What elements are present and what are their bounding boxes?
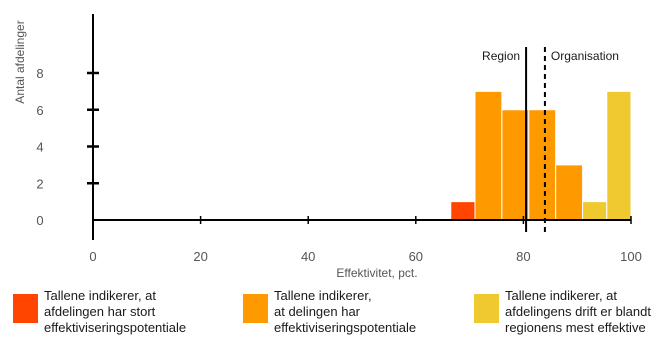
legend-label-large: Tallene indikerer, at afdelingen har sto…	[44, 288, 187, 335]
x-axis-title: Effektivitet, pct.	[336, 266, 417, 280]
bar-1	[474, 90, 503, 221]
x-tick-label-60: 60	[409, 249, 423, 264]
x-tick-label-100: 100	[620, 249, 642, 264]
y-tick-label-8: 8	[36, 66, 43, 81]
y-tick-label-2: 2	[36, 176, 43, 191]
x-tick-label-20: 20	[193, 249, 207, 264]
reference-label-region: Region	[482, 49, 520, 63]
x-tick-label-40: 40	[301, 249, 315, 264]
legend-item-most-efficient: Tallene indikerer, at afdelingens drift …	[474, 288, 651, 336]
x-tick-label-80: 80	[516, 249, 530, 264]
y-axis-title: Antal afdelinger	[13, 20, 27, 103]
bars-group	[450, 90, 632, 221]
y-tick-label-6: 6	[36, 103, 43, 118]
legend-swatch-medium	[243, 294, 268, 323]
bar-4	[555, 164, 584, 221]
bar-6	[606, 90, 632, 221]
legend-swatch-large	[13, 294, 38, 323]
legend-swatch-efficient	[474, 294, 499, 323]
bar-5	[582, 201, 608, 221]
bar-2	[501, 109, 530, 221]
y-tick-label-4: 4	[36, 140, 43, 155]
legend-item-large-potential: Tallene indikerer, at afdelingen har sto…	[13, 288, 186, 336]
x-tick-label-0: 0	[89, 249, 96, 264]
reference-label-organisation: Organisation	[551, 49, 619, 63]
reference-lines: Region Organisation	[482, 47, 619, 232]
legend-label-medium: Tallene indikerer, at delingen har effek…	[274, 288, 417, 335]
legend-item-medium-potential: Tallene indikerer, at delingen har effek…	[243, 288, 416, 336]
bar-0	[450, 201, 476, 221]
bar-3	[528, 109, 557, 221]
y-tick-label-0: 0	[36, 213, 43, 228]
legend-label-efficient: Tallene indikerer, at afdelingens drift …	[505, 288, 651, 335]
